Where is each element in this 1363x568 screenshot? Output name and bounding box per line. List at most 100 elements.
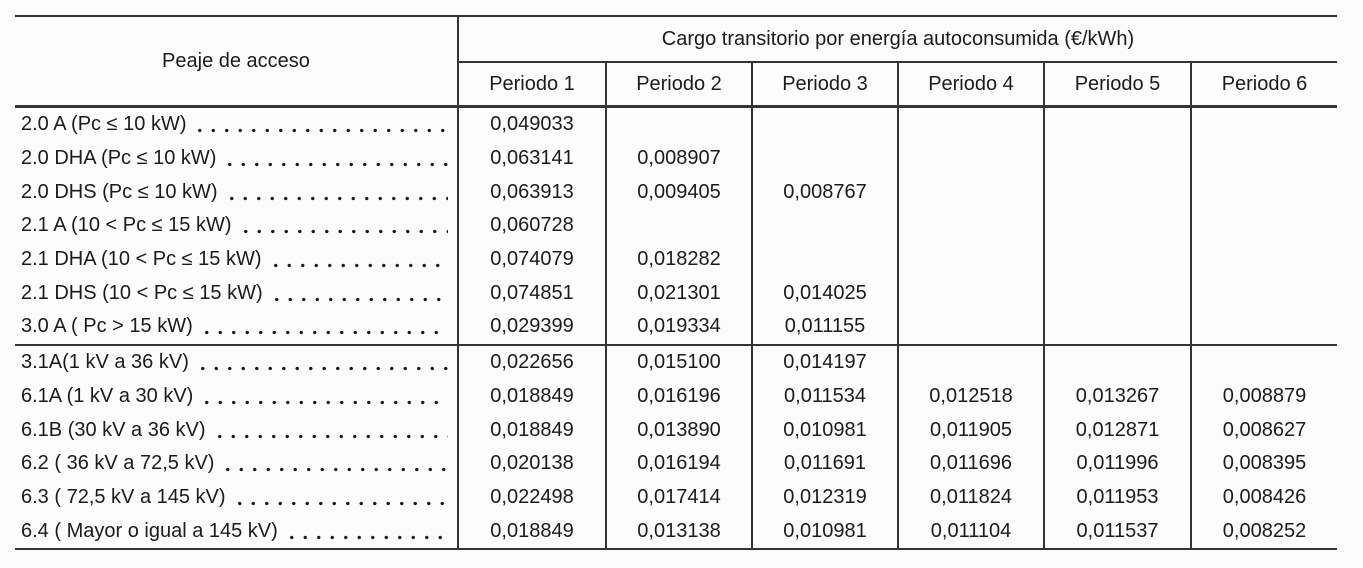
value-cell-period-2: 0,013890: [605, 413, 751, 447]
value-cell-period-2: [605, 108, 751, 142]
value-cell-period-2: 0,021301: [605, 276, 751, 311]
row-label-cell: 2.0 DHA (Pc ≤ 10 kW): [15, 141, 459, 176]
row-label: 3.1A(1 kV a 36 kV): [21, 351, 189, 374]
period-header-cell: Periodo 4: [897, 63, 1043, 105]
table-row: 3.1A(1 kV a 36 kV) 0,022656 0,015100 0,0…: [15, 345, 1337, 380]
table-row: 2.1 DHA (10 < Pc ≤ 15 kW) 0,074079 0,018…: [15, 242, 1337, 277]
dot-leader: [223, 162, 448, 168]
table-row: 2.0 DHA (Pc ≤ 10 kW) 0,063141 0,008907: [15, 141, 1337, 176]
row-label-cell: 2.0 A (Pc ≤ 10 kW): [15, 108, 459, 142]
value-cell-period-2: 0,013138: [605, 514, 751, 548]
value-cell-period-1: 0,063913: [490, 180, 574, 203]
row-label: 2.0 DHS (Pc ≤ 10 kW): [21, 180, 218, 203]
table-row: 3.0 A ( Pc > 15 kW) 0,029399 0,019334 0,…: [15, 310, 1337, 344]
corner-header-label: Peaje de acceso: [162, 49, 310, 72]
period-header-cell: Periodo 5: [1043, 63, 1190, 105]
row-label-cell: 3.1A(1 kV a 36 kV): [15, 345, 459, 380]
group-header-cell: Cargo transitorio por energía autoconsum…: [459, 17, 1337, 63]
value-cell-period-5: [1043, 276, 1190, 311]
value-cell-period-2: 0,008907: [605, 141, 751, 176]
group-separator-rule: [15, 343, 1337, 346]
dot-leader: [193, 128, 448, 134]
table-row: 6.3 ( 72,5 kV a 145 kV) 0,022498 0,01741…: [15, 480, 1337, 515]
row-label: 2.0 DHA (Pc ≤ 10 kW): [21, 147, 217, 170]
dot-leader: [200, 399, 448, 405]
row-label: 6.3 ( 72,5 kV a 145 kV): [21, 485, 226, 508]
value-cell-period-4: [897, 345, 1043, 380]
value-cell-period-3: [751, 242, 897, 277]
value-cell-period-2: 0,016196: [605, 379, 751, 414]
table-row: 2.0 DHS (Pc ≤ 10 kW) 0,063913 0,009405 0…: [15, 175, 1337, 210]
value-cell-period-5: [1043, 141, 1190, 176]
dot-leader: [212, 433, 448, 439]
value-cell-period-2: [605, 209, 751, 243]
value-cell-period-1: 0,060728: [490, 214, 574, 237]
value-cell-period-6: 0,008252: [1190, 514, 1337, 548]
value-cell-period-1: 0,074851: [490, 281, 574, 304]
period-header-cell: Periodo 3: [751, 63, 897, 105]
row-label-cell: 6.3 ( 72,5 kV a 145 kV): [15, 480, 459, 515]
value-cell-period-5: 0,012871: [1043, 413, 1190, 447]
dot-leader: [269, 296, 448, 302]
value-cell-period-4: [897, 310, 1043, 344]
table-row: 2.1 A (10 < Pc ≤ 15 kW) 0,060728: [15, 209, 1337, 243]
value-cell-period-4: 0,011905: [897, 413, 1043, 447]
value-cell-period-2: 0,009405: [605, 175, 751, 210]
dot-leader: [238, 229, 448, 235]
dot-leader: [268, 263, 448, 269]
header-right-area: Cargo transitorio por energía autoconsum…: [459, 17, 1337, 105]
row-label: 2.1 DHS (10 < Pc ≤ 15 kW): [21, 281, 263, 304]
table-row: 6.1A (1 kV a 30 kV) 0,018849 0,016196 0,…: [15, 379, 1337, 414]
value-cell-period-4: [897, 276, 1043, 311]
value-cell-period-3: 0,012319: [751, 480, 897, 515]
value-cell-period-6: [1190, 345, 1337, 380]
table-row: 2.1 DHS (10 < Pc ≤ 15 kW) 0,074851 0,021…: [15, 276, 1337, 311]
table-group-low-voltage: 2.0 A (Pc ≤ 10 kW) 0,049033 2.0 DHA (Pc …: [15, 108, 1337, 344]
value-cell-period-3: 0,008767: [751, 175, 897, 210]
value-cell-period-6: 0,008627: [1190, 413, 1337, 447]
value-cell-period-3: 0,011534: [751, 379, 897, 414]
row-label-cell: 6.4 ( Mayor o igual a 145 kV): [15, 514, 459, 548]
value-cell-period-3: 0,014197: [751, 345, 897, 380]
value-cell-period-3: [751, 141, 897, 176]
table-row: 6.1B (30 kV a 36 kV) 0,018849 0,013890 0…: [15, 413, 1337, 447]
value-cell-period-1: 0,018849: [490, 384, 574, 407]
value-cell-period-1: 0,018849: [490, 418, 574, 441]
table-group-high-voltage: 3.1A(1 kV a 36 kV) 0,022656 0,015100 0,0…: [15, 345, 1337, 548]
row-label-cell: 2.1 DHA (10 < Pc ≤ 15 kW): [15, 242, 459, 277]
row-label: 2.1 A (10 < Pc ≤ 15 kW): [21, 214, 232, 237]
row-label-cell: 6.1A (1 kV a 30 kV): [15, 379, 459, 414]
value-cell-period-3: [751, 209, 897, 243]
value-cell-period-6: 0,008879: [1190, 379, 1337, 414]
bottom-rule: [15, 547, 1337, 550]
value-cell-period-4: [897, 209, 1043, 243]
period-header-row: Periodo 1 Periodo 2 Periodo 3 Periodo 4 …: [459, 63, 1337, 105]
value-cell-period-2: 0,015100: [605, 345, 751, 380]
value-cell-period-3: 0,010981: [751, 413, 897, 447]
dot-leader: [221, 467, 448, 473]
tariff-table: Peaje de acceso Cargo transitorio por en…: [15, 15, 1337, 550]
row-label: 2.1 DHA (10 < Pc ≤ 15 kW): [21, 248, 262, 271]
value-cell-period-5: [1043, 209, 1190, 243]
value-cell-period-3: 0,011691: [751, 446, 897, 481]
value-cell-period-5: [1043, 108, 1190, 142]
value-cell-period-2: 0,016194: [605, 446, 751, 481]
row-label: 6.2 ( 36 kV a 72,5 kV): [21, 452, 215, 475]
value-cell-period-4: 0,011824: [897, 480, 1043, 515]
value-cell-period-4: 0,012518: [897, 379, 1043, 414]
table-row: 6.4 ( Mayor o igual a 145 kV) 0,018849 0…: [15, 514, 1337, 548]
value-cell-period-6: [1190, 310, 1337, 344]
group-header-label: Cargo transitorio por energía autoconsum…: [661, 27, 1135, 50]
row-label: 6.1A (1 kV a 30 kV): [21, 384, 194, 407]
table-row: 2.0 A (Pc ≤ 10 kW) 0,049033: [15, 108, 1337, 142]
value-cell-period-1: 0,049033: [490, 113, 574, 136]
row-label: 2.0 A (Pc ≤ 10 kW): [21, 113, 187, 136]
period-header-cell: Periodo 1: [489, 72, 575, 95]
dot-leader: [195, 366, 448, 372]
dot-leader: [199, 330, 448, 336]
value-cell-period-6: 0,008426: [1190, 480, 1337, 515]
value-cell-period-6: [1190, 276, 1337, 311]
period-header-cell: Periodo 6: [1190, 63, 1337, 105]
value-cell-period-6: [1190, 141, 1337, 176]
dot-leader: [284, 534, 448, 540]
